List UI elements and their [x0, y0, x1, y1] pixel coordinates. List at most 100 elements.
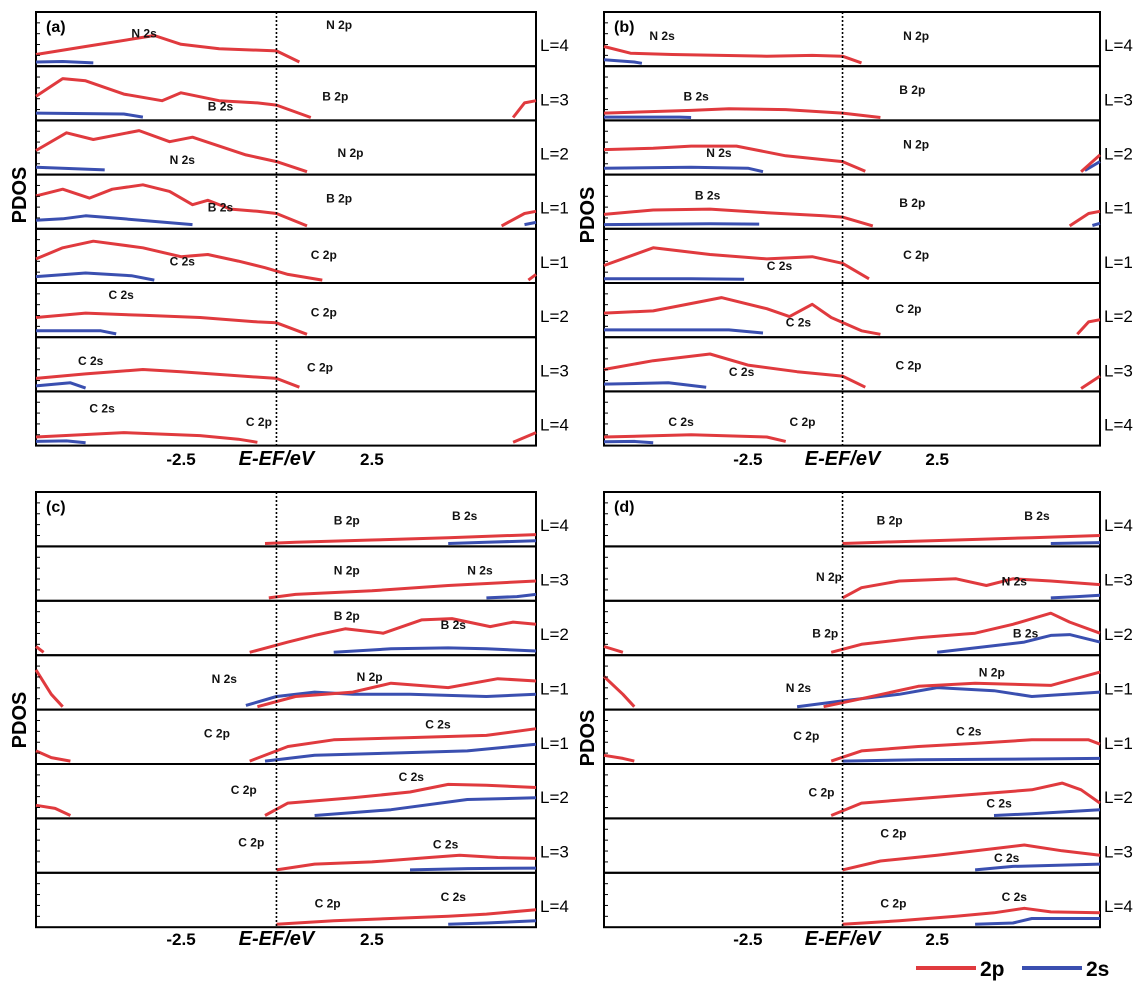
pdos-2s-curve	[35, 381, 87, 390]
pdos-2p-curve	[35, 34, 301, 64]
orbital-label: C 2p	[204, 727, 230, 741]
row-frame	[35, 545, 537, 602]
layer-label: L=4	[540, 516, 569, 535]
orbital-label: C 2s	[399, 770, 425, 784]
orbital-label: C 2p	[307, 361, 333, 375]
pdos-2s-curve	[35, 271, 155, 282]
layer-label: L=2	[1104, 625, 1133, 644]
row-frame	[35, 390, 537, 447]
pdos-2s-curve	[448, 539, 537, 545]
orbital-label: N 2p	[357, 670, 383, 684]
orbital-label: N 2p	[326, 18, 352, 32]
pdos-2s-curve	[603, 165, 764, 174]
layer-label: L=3	[1104, 571, 1133, 590]
layer-label: L=1	[540, 679, 569, 698]
pdos-2p-curve	[830, 738, 1101, 763]
x-tick-label: -2.5	[733, 930, 762, 949]
pdos-row: N 2s N 2p L=4	[603, 11, 1133, 68]
pdos-row: C 2s C 2p L=2	[603, 282, 1133, 339]
layer-label: L=3	[540, 90, 569, 109]
panel-label: (d)	[614, 499, 634, 516]
pdos-2s-curve	[35, 439, 86, 445]
orbital-label: C 2p	[809, 785, 835, 799]
layer-label: L=4	[540, 36, 569, 55]
pdos-2s-curve	[35, 165, 105, 172]
pdos-2p-curve	[1076, 318, 1101, 336]
pdos-2p-curve	[603, 296, 881, 336]
pdos-2p-curve	[830, 611, 1101, 654]
pdos-2p-curve	[35, 368, 300, 389]
pdos-row: C 2p C 2s L=2	[603, 763, 1133, 820]
pdos-2p-curve	[500, 209, 537, 228]
orbital-label: N 2s	[706, 146, 732, 160]
row-frame	[35, 817, 537, 874]
pdos-row: N 2s N 2p L=2	[35, 119, 569, 176]
layer-label: L=1	[540, 253, 569, 272]
legend-2p-label: 2p	[980, 958, 1005, 981]
orbital-label: C 2p	[903, 248, 929, 262]
orbital-label: B 2s	[695, 188, 721, 202]
pdos-row: C 2p C 2s L=4	[603, 871, 1133, 929]
orbital-label: B 2p	[334, 513, 360, 527]
pdos-2s-curve	[486, 592, 537, 600]
layer-label: L=2	[1104, 307, 1133, 326]
orbital-label: B 2s	[208, 99, 234, 113]
pdos-row: C 2p C 2s L=3	[603, 817, 1133, 874]
layer-label: L=2	[1104, 788, 1133, 807]
layer-label: L=3	[540, 843, 569, 862]
orbital-label: N 2s	[170, 153, 196, 167]
orbital-label: C 2s	[425, 718, 451, 732]
layer-label: L=2	[540, 145, 569, 164]
orbital-label: N 2s	[1002, 575, 1028, 589]
orbital-label: C 2p	[311, 248, 337, 262]
layer-label: L=2	[1104, 145, 1133, 164]
orbital-label: C 2s	[994, 851, 1020, 865]
layer-label: L=4	[1104, 897, 1133, 916]
layer-label: L=3	[1104, 90, 1133, 109]
pdos-2s-curve	[603, 439, 654, 445]
orbital-label: C 2s	[1002, 890, 1028, 904]
pdos-2s-curve	[333, 646, 537, 654]
layer-label: L=4	[540, 416, 569, 435]
pdos-2p-curve	[603, 45, 862, 65]
panel-label: (a)	[46, 19, 66, 36]
x-axis-label: E-EF/eV	[239, 448, 316, 470]
orbital-label: N 2p	[979, 666, 1005, 680]
x-tick-label: 2.5	[360, 930, 384, 949]
orbital-label: C 2s	[668, 415, 694, 429]
legend-2s-label: 2s	[1086, 958, 1109, 981]
panel-0: N 2sN 2pL=4B 2sB 2p L=3N 2s N 2p L=2B 2sB 2…	[9, 11, 569, 470]
orbital-label: B 2s	[441, 618, 467, 632]
pdos-2s-curve	[604, 328, 764, 335]
y-axis-label: PDOS	[9, 167, 31, 224]
x-tick-label: 2.5	[925, 450, 949, 469]
y-axis-label: PDOS	[577, 187, 599, 244]
pdos-2p-curve	[35, 239, 323, 282]
pdos-row: C 2s C 2p L=3	[35, 336, 569, 393]
orbital-label: C 2p	[793, 729, 819, 743]
panel-label: (b)	[614, 19, 634, 36]
pdos-2p-curve	[842, 843, 1101, 872]
row-frame	[603, 390, 1101, 447]
pdos-2p-curve	[1068, 209, 1101, 228]
orbital-label: C 2p	[880, 896, 906, 910]
pdos-2p-curve	[276, 908, 537, 926]
orbital-label: C 2p	[231, 783, 257, 797]
orbital-label: C 2s	[986, 797, 1012, 811]
pdos-2s-curve	[974, 862, 1101, 872]
layer-label: L=1	[540, 199, 569, 218]
pdos-2s-curve	[937, 633, 1101, 654]
layer-label: L=1	[1104, 253, 1133, 272]
pdos-row: N 2s N 2p L=4	[35, 11, 569, 68]
x-tick-label: -2.5	[166, 450, 195, 469]
pdos-2p-curve	[35, 77, 312, 119]
panel-label: (c)	[46, 499, 66, 516]
orbital-label: N 2p	[334, 563, 360, 577]
layer-label: L=4	[1104, 36, 1133, 55]
layer-label: L=3	[1104, 361, 1133, 380]
pdos-2p-curve	[823, 670, 1101, 709]
row-frame	[35, 11, 537, 68]
pdos-2p-curve	[603, 433, 787, 443]
pdos-2p-curve	[35, 129, 308, 174]
pdos-2s-curve	[524, 220, 537, 227]
